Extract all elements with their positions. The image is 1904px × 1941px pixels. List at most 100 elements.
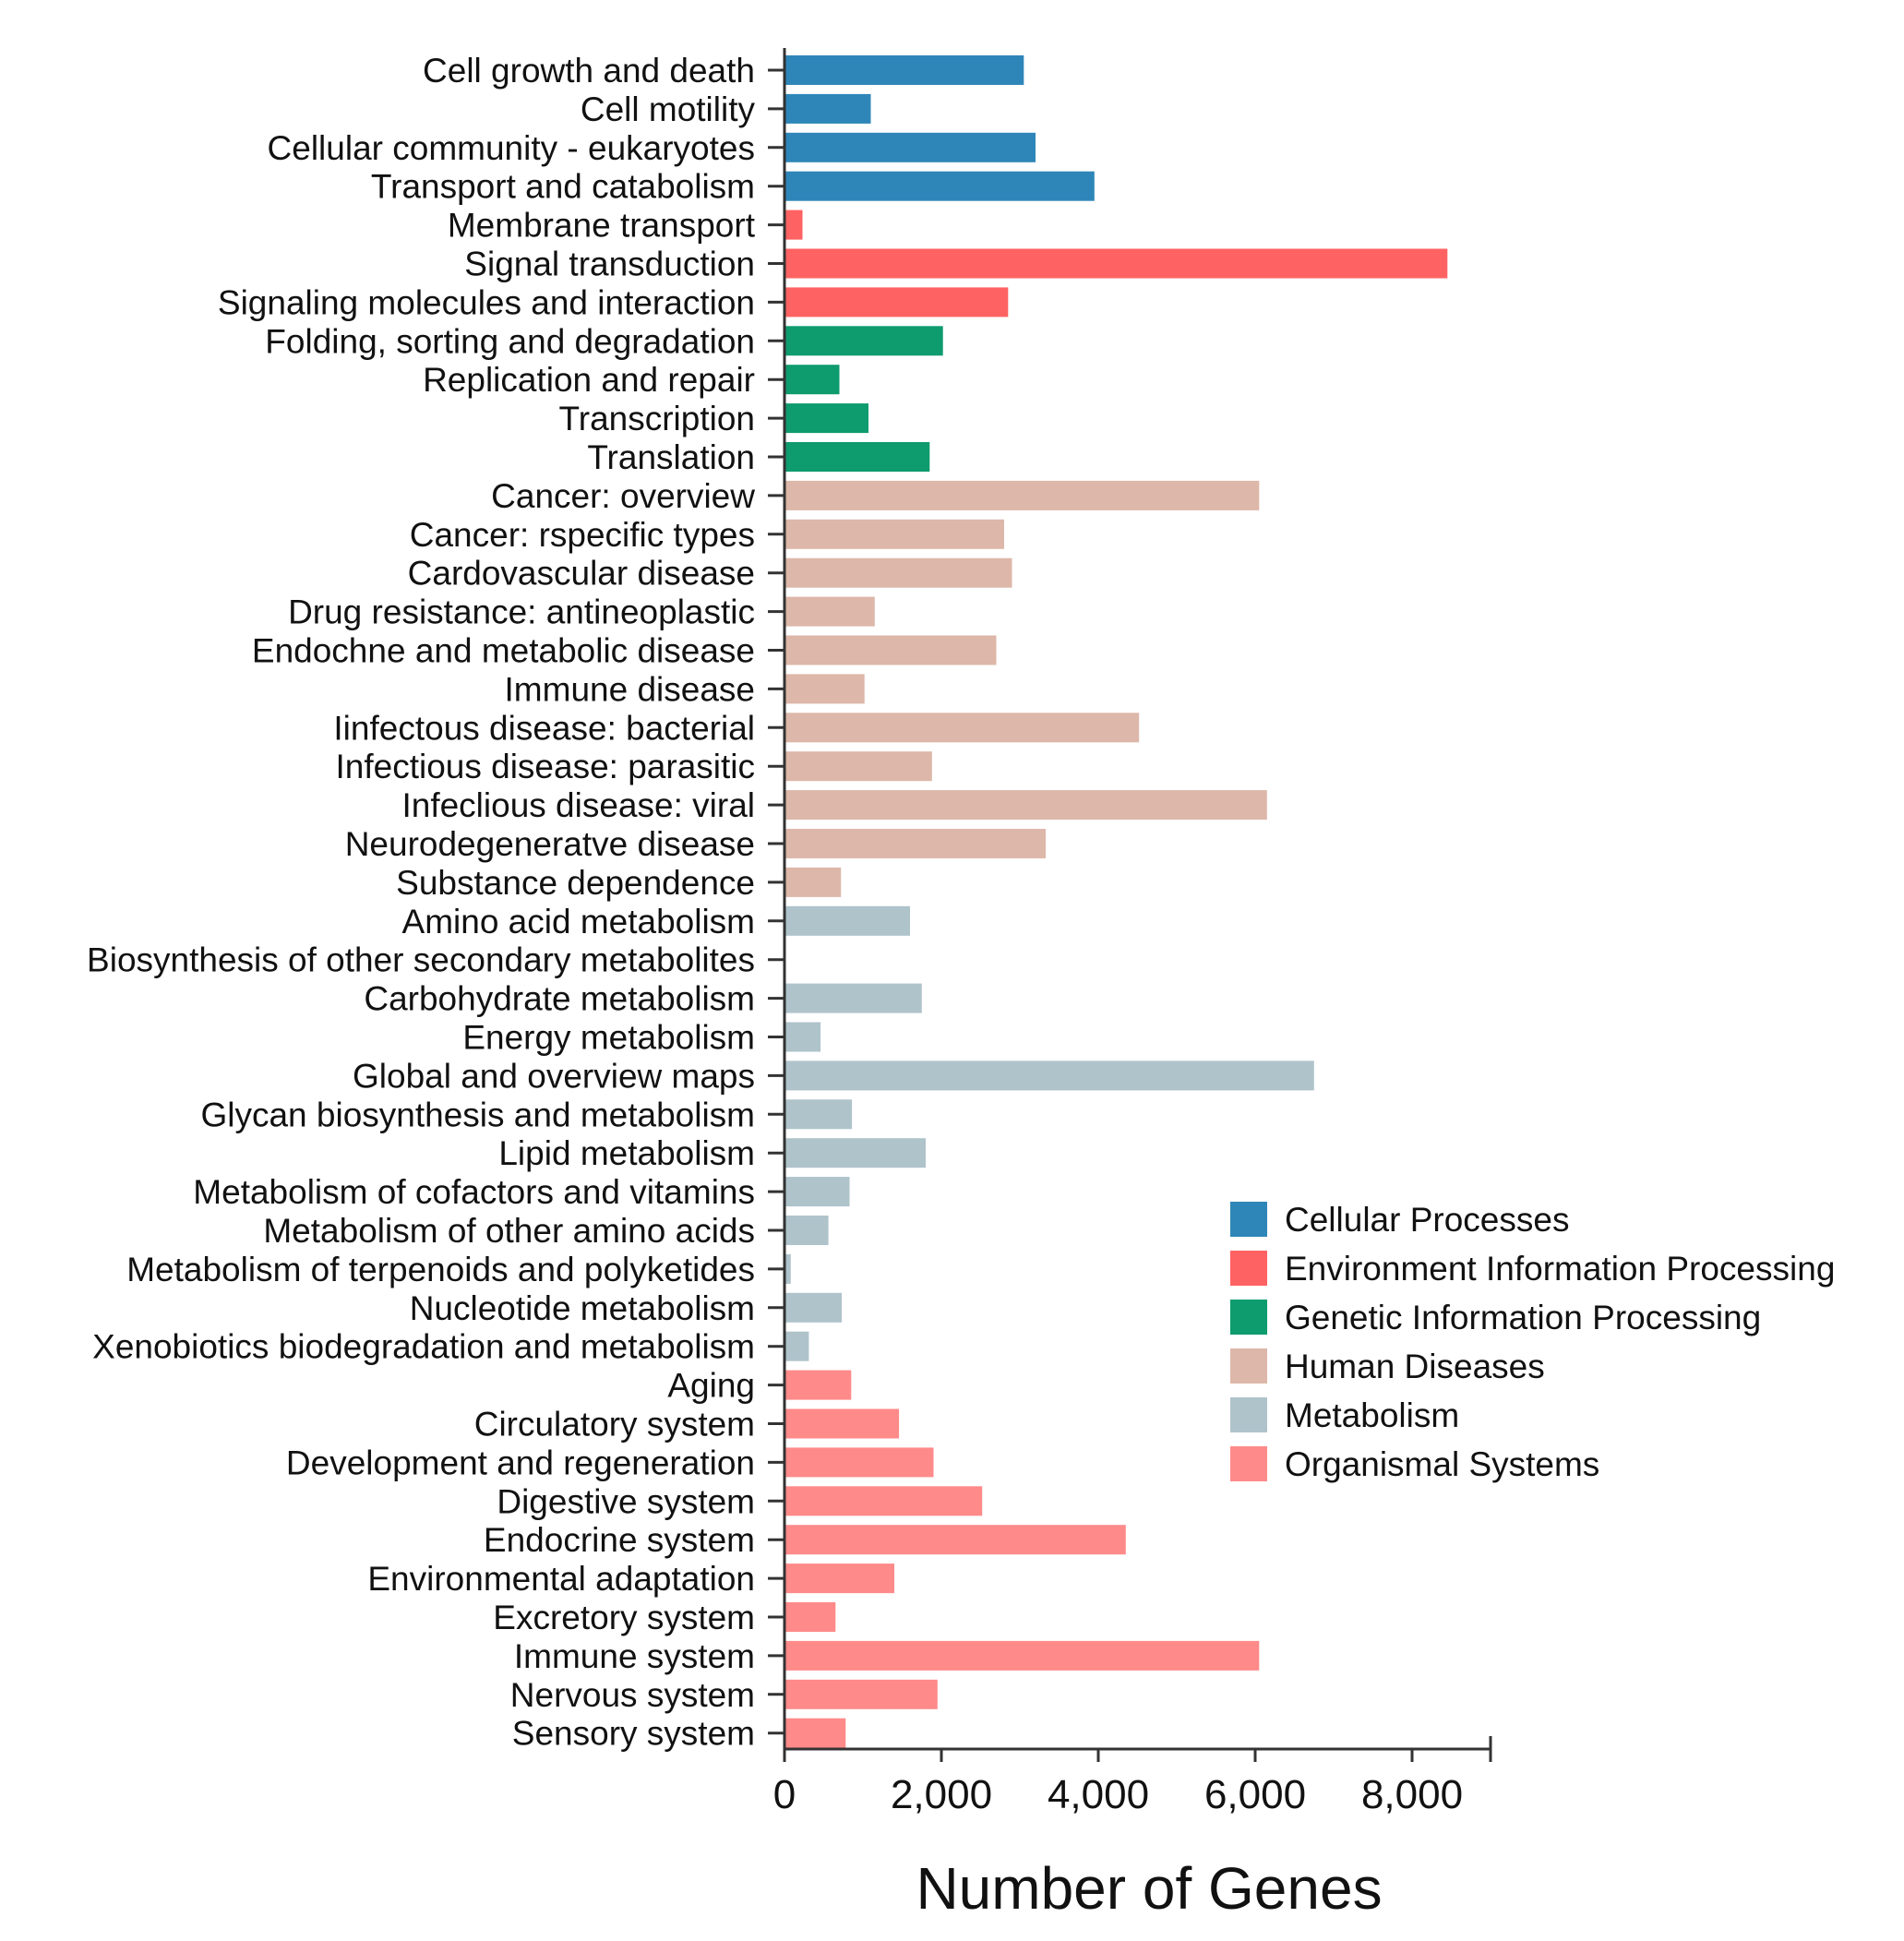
category-label: Environmental adaptation [367,1560,755,1598]
legend-label: Metabolism [1285,1396,1459,1434]
bar [784,1253,791,1284]
bar [784,442,930,472]
bar [784,1564,894,1594]
bar [784,751,932,782]
bar [784,132,1036,162]
category-label: Cell motility [581,90,756,128]
bar [784,1177,850,1207]
legend: Cellular Processes Environment Informatio… [1230,1201,1835,1483]
bar [784,790,1267,821]
bar [784,1640,1260,1671]
bar [784,1138,926,1168]
bar [784,480,1260,510]
bar [784,1718,846,1748]
category-label: Nervous system [510,1676,755,1714]
category-label: Metabolism of other amino acids [263,1212,755,1250]
bar [784,1525,1126,1555]
category-label: Translation [587,438,755,476]
bar [784,557,1012,588]
bars-group [784,55,1448,1748]
category-label: Global and overview maps [353,1057,755,1095]
category-label: Membrane transport [448,207,756,245]
category-label: Immune disease [505,670,755,708]
bar [784,1292,842,1323]
category-label: Digestive system [497,1482,755,1520]
category-label: Circulatory system [474,1406,755,1444]
bar [784,635,997,665]
legend-label: Human Diseases [1285,1348,1545,1385]
category-label: Transport and catabolism [371,168,755,206]
category-label: Signal transduction [464,246,755,283]
category-label: Substance dependence [396,864,755,902]
bar [784,93,871,124]
bar [784,905,910,936]
category-label: Immune system [514,1637,755,1675]
bar [784,713,1140,743]
category-label: Drug resistance: antineoplastic [288,593,755,631]
category-label: Cancer: rspecific types [410,516,755,554]
bar [784,1216,829,1245]
bar [784,674,865,704]
bar [784,519,1004,549]
legend-label: Genetic Information Processing [1285,1299,1761,1336]
category-label: Glycan biosynthesis and metabolism [200,1096,755,1133]
x-tick-label: 8,000 [1361,1772,1463,1817]
bar [784,829,1046,858]
legend-swatch [1230,1348,1267,1384]
bar [784,326,943,356]
bar [784,1099,853,1130]
bar [784,365,840,395]
category-label: Metabolism of terpenoids and polyketides [126,1251,755,1288]
category-label: Folding, sorting and degradation [265,322,755,360]
bar [784,171,1095,201]
y-ticks-group [768,68,784,1735]
legend-swatch [1230,1202,1267,1237]
category-label: Infeclious disease: viral [401,786,755,824]
category-label: Sensory system [512,1715,755,1753]
bar [784,1331,809,1361]
legend-swatch [1230,1397,1267,1432]
category-label: Neurodegeneratve disease [345,825,755,863]
bar [784,1447,934,1478]
bar [784,210,803,240]
bar [784,867,842,897]
x-ticks-group: 0 2,000 4,000 6,000 8,000 [773,1736,1492,1817]
category-label: Lipid metabolism [498,1134,755,1172]
x-tick-label: 4,000 [1048,1772,1149,1817]
category-label: Cellular community - eukaryotes [268,129,755,167]
bar [784,983,922,1013]
category-label: Carbohydrate metabolism [364,980,755,1018]
legend-label: Organismal Systems [1285,1445,1599,1483]
category-label: Endochne and metabolic disease [252,632,755,670]
bar [784,287,1009,318]
category-label: Nucleotide metabolism [410,1289,755,1327]
bar [784,1370,852,1400]
category-label: Excretory system [493,1599,755,1636]
category-label: Cancer: overview [491,477,755,515]
category-label: Signaling molecules and interaction [218,283,755,321]
category-label: Biosynthesis of other secondary metaboli… [87,941,755,979]
category-label: Iinfectous disease: bacterial [333,709,755,747]
bar [784,1022,821,1052]
bar [784,55,1024,85]
category-label: Cell growth and death [423,52,755,90]
bar [784,248,1448,279]
category-label: Metabolism of cofactors and vitamins [193,1173,755,1211]
legend-swatch [1230,1251,1267,1286]
category-label: Xenobiotics biodegradation and metabolis… [92,1328,755,1366]
bar [784,1602,836,1632]
legend-label: Environment Information Processing [1285,1250,1835,1288]
bar [784,1679,938,1709]
category-label: Amino acid metabolism [402,903,755,941]
category-label: Endocrine system [484,1521,755,1559]
bar [784,1060,1314,1091]
category-label: Cardovascular disease [408,555,755,593]
x-tick-label: 6,000 [1204,1772,1306,1817]
x-axis-title: Number of Genes [916,1855,1382,1922]
category-label: Transcription [559,400,755,437]
category-label: Development and regeneration [286,1444,755,1481]
category-label: Energy metabolism [462,1019,755,1057]
category-label: Aging [667,1367,755,1405]
